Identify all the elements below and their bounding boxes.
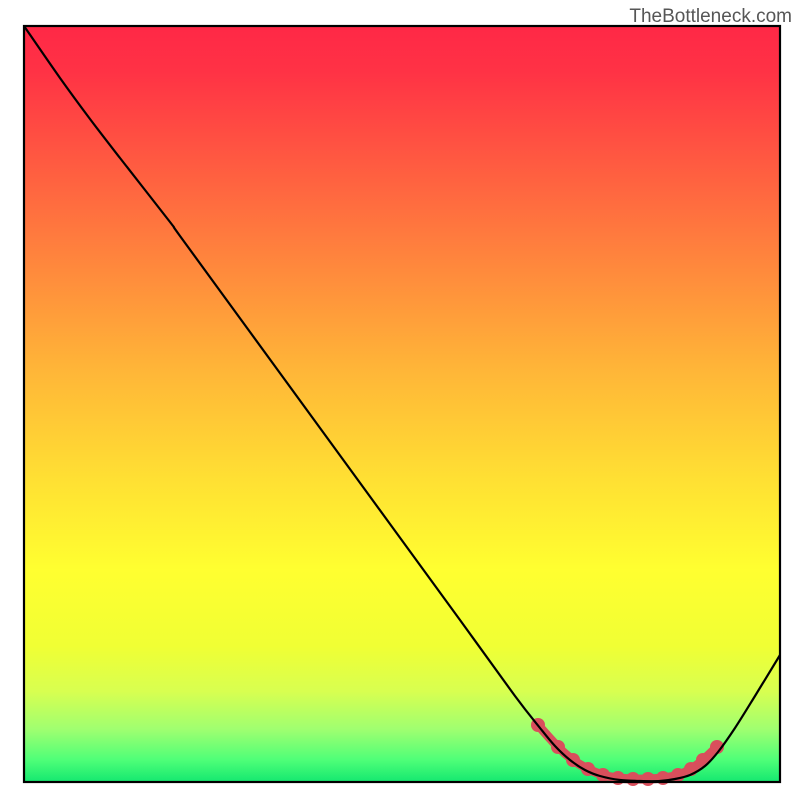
- gradient-background: [24, 26, 780, 782]
- chart-svg: [0, 0, 800, 800]
- watermark-text: TheBottleneck.com: [629, 6, 792, 28]
- chart-container: [0, 0, 800, 800]
